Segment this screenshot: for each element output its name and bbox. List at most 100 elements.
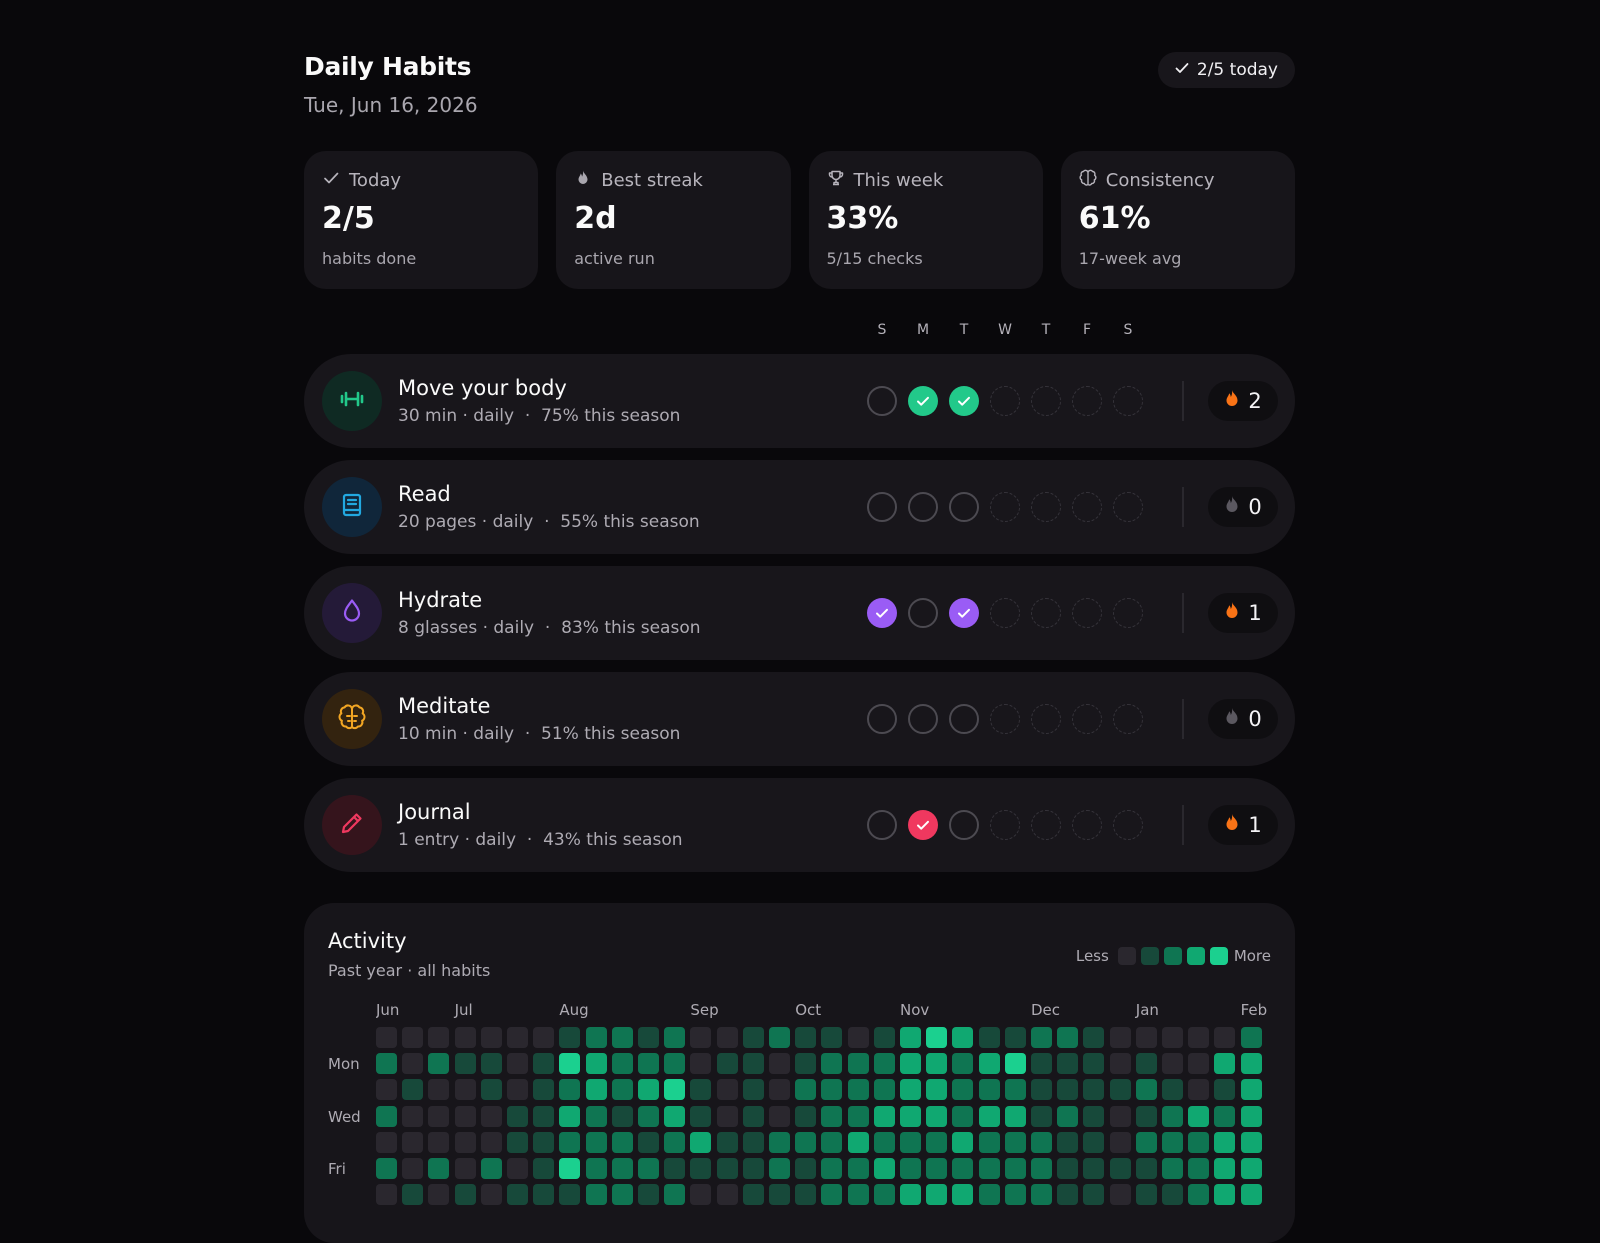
heatmap-cell[interactable] bbox=[1162, 1027, 1183, 1048]
heatmap-cell[interactable] bbox=[690, 1184, 712, 1206]
heatmap-cell[interactable] bbox=[1031, 1184, 1052, 1206]
heatmap-cell[interactable] bbox=[1240, 1027, 1262, 1048]
heatmap-cell[interactable] bbox=[690, 1079, 712, 1101]
heatmap-cell[interactable] bbox=[402, 1079, 424, 1101]
heatmap-cell[interactable] bbox=[376, 1027, 397, 1048]
heatmap-cell[interactable] bbox=[611, 1184, 633, 1206]
heatmap-cell[interactable] bbox=[376, 1053, 397, 1075]
heatmap-cell[interactable] bbox=[873, 1079, 895, 1101]
heatmap-cell[interactable] bbox=[952, 1184, 974, 1206]
heatmap-cell[interactable] bbox=[1240, 1158, 1262, 1179]
heatmap-cell[interactable] bbox=[454, 1079, 476, 1101]
heatmap-cell[interactable] bbox=[900, 1158, 921, 1179]
heatmap-cell[interactable] bbox=[480, 1027, 502, 1048]
heatmap-cell[interactable] bbox=[1188, 1184, 1210, 1206]
heatmap-cell[interactable] bbox=[873, 1184, 895, 1206]
heatmap-cell[interactable] bbox=[1031, 1079, 1052, 1101]
heatmap-cell[interactable] bbox=[978, 1053, 1000, 1075]
heatmap-cell[interactable] bbox=[1162, 1079, 1183, 1101]
heatmap-cell[interactable] bbox=[1214, 1053, 1236, 1075]
heatmap-cell[interactable] bbox=[716, 1184, 738, 1206]
heatmap-cell[interactable] bbox=[1135, 1184, 1157, 1206]
heatmap-cell[interactable] bbox=[873, 1105, 895, 1127]
heatmap-cell[interactable] bbox=[1188, 1105, 1210, 1127]
heatmap-cell[interactable] bbox=[428, 1079, 450, 1101]
heatmap-cell[interactable] bbox=[611, 1131, 633, 1153]
heatmap-cell[interactable] bbox=[402, 1053, 424, 1075]
heatmap-cell[interactable] bbox=[1031, 1027, 1052, 1048]
heatmap-cell[interactable] bbox=[1240, 1131, 1262, 1153]
heatmap-cell[interactable] bbox=[742, 1131, 764, 1153]
heatmap-cell[interactable] bbox=[795, 1027, 817, 1048]
heatmap-cell[interactable] bbox=[690, 1158, 712, 1179]
heatmap-cell[interactable] bbox=[480, 1131, 502, 1153]
heatmap-cell[interactable] bbox=[1188, 1158, 1210, 1179]
heatmap-cell[interactable] bbox=[821, 1184, 843, 1206]
heatmap-cell[interactable] bbox=[402, 1131, 424, 1153]
heatmap-cell[interactable] bbox=[795, 1158, 817, 1179]
day-check-s-0[interactable] bbox=[867, 704, 897, 734]
heatmap-cell[interactable] bbox=[795, 1105, 817, 1127]
heatmap-cell[interactable] bbox=[638, 1053, 659, 1075]
day-check-t-2[interactable] bbox=[949, 492, 979, 522]
heatmap-cell[interactable] bbox=[559, 1158, 581, 1179]
heatmap-cell[interactable] bbox=[402, 1158, 424, 1179]
heatmap-cell[interactable] bbox=[1109, 1158, 1131, 1179]
heatmap-cell[interactable] bbox=[1188, 1027, 1210, 1048]
heatmap-cell[interactable] bbox=[1240, 1053, 1262, 1075]
heatmap-cell[interactable] bbox=[507, 1158, 528, 1179]
heatmap-cell[interactable] bbox=[769, 1027, 790, 1048]
heatmap-cell[interactable] bbox=[376, 1184, 397, 1206]
heatmap-cell[interactable] bbox=[1109, 1184, 1131, 1206]
heatmap-cell[interactable] bbox=[454, 1184, 476, 1206]
heatmap-cell[interactable] bbox=[978, 1105, 1000, 1127]
heatmap-cell[interactable] bbox=[1004, 1184, 1026, 1206]
day-check-m-1[interactable] bbox=[908, 704, 938, 734]
heatmap-cell[interactable] bbox=[900, 1027, 921, 1048]
heatmap-cell[interactable] bbox=[873, 1158, 895, 1179]
heatmap-cell[interactable] bbox=[978, 1027, 1000, 1048]
day-check-s-0[interactable] bbox=[867, 810, 897, 840]
heatmap-cell[interactable] bbox=[638, 1184, 659, 1206]
heatmap-cell[interactable] bbox=[428, 1053, 450, 1075]
day-check-t-2[interactable] bbox=[949, 704, 979, 734]
heatmap-cell[interactable] bbox=[873, 1053, 895, 1075]
heatmap-cell[interactable] bbox=[1057, 1079, 1079, 1101]
heatmap-cell[interactable] bbox=[900, 1184, 921, 1206]
heatmap-cell[interactable] bbox=[769, 1131, 790, 1153]
heatmap-cell[interactable] bbox=[638, 1105, 659, 1127]
heatmap-cell[interactable] bbox=[873, 1027, 895, 1048]
heatmap-cell[interactable] bbox=[926, 1131, 948, 1153]
heatmap-cell[interactable] bbox=[978, 1158, 1000, 1179]
heatmap-cell[interactable] bbox=[847, 1027, 869, 1048]
heatmap-cell[interactable] bbox=[690, 1027, 712, 1048]
heatmap-cell[interactable] bbox=[402, 1105, 424, 1127]
day-check-m-1[interactable] bbox=[908, 598, 938, 628]
heatmap-cell[interactable] bbox=[1031, 1158, 1052, 1179]
heatmap-cell[interactable] bbox=[742, 1105, 764, 1127]
heatmap-cell[interactable] bbox=[1004, 1105, 1026, 1127]
heatmap-cell[interactable] bbox=[376, 1079, 397, 1101]
heatmap-cell[interactable] bbox=[533, 1079, 555, 1101]
heatmap-cell[interactable] bbox=[952, 1027, 974, 1048]
heatmap-cell[interactable] bbox=[480, 1105, 502, 1127]
heatmap-cell[interactable] bbox=[716, 1158, 738, 1179]
heatmap-cell[interactable] bbox=[1109, 1079, 1131, 1101]
heatmap-cell[interactable] bbox=[1135, 1053, 1157, 1075]
heatmap-cell[interactable] bbox=[1057, 1184, 1079, 1206]
heatmap-cell[interactable] bbox=[480, 1158, 502, 1179]
heatmap-cell[interactable] bbox=[1240, 1184, 1262, 1206]
heatmap-cell[interactable] bbox=[1214, 1131, 1236, 1153]
heatmap-cell[interactable] bbox=[454, 1131, 476, 1153]
heatmap-cell[interactable] bbox=[1004, 1079, 1026, 1101]
heatmap-cell[interactable] bbox=[1135, 1158, 1157, 1179]
heatmap-cell[interactable] bbox=[533, 1131, 555, 1153]
heatmap-cell[interactable] bbox=[769, 1079, 790, 1101]
heatmap-cell[interactable] bbox=[952, 1079, 974, 1101]
heatmap-cell[interactable] bbox=[664, 1105, 686, 1127]
heatmap-cell[interactable] bbox=[1057, 1131, 1079, 1153]
heatmap-cell[interactable] bbox=[769, 1053, 790, 1075]
day-check-s-0[interactable] bbox=[867, 598, 897, 628]
heatmap-cell[interactable] bbox=[1083, 1079, 1105, 1101]
heatmap-cell[interactable] bbox=[926, 1079, 948, 1101]
